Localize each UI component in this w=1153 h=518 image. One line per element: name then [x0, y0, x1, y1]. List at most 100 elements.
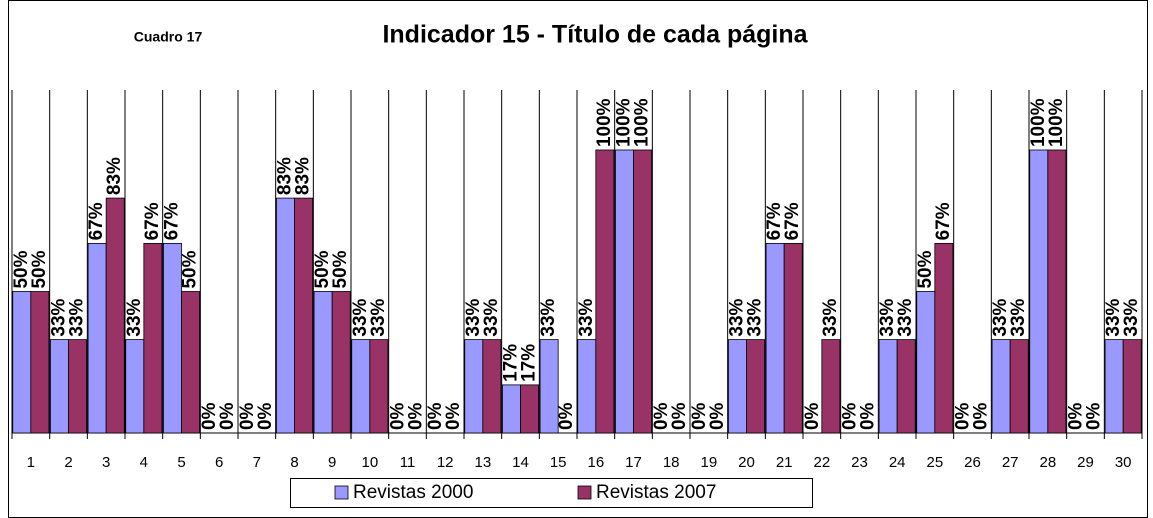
- data-label: 100%: [632, 98, 653, 147]
- data-label: 33%: [538, 298, 559, 336]
- x-tick-label: 27: [1002, 454, 1019, 471]
- data-label: 0%: [971, 402, 992, 430]
- bar: [12, 291, 32, 434]
- bar: [728, 339, 747, 434]
- bar: [765, 242, 785, 434]
- x-tick-label: 10: [361, 454, 378, 471]
- data-label: 33%: [67, 298, 88, 336]
- data-label: 0%: [651, 402, 672, 430]
- bar: [87, 242, 107, 434]
- bar: [1104, 339, 1124, 434]
- legend-swatch: [577, 485, 592, 500]
- bar: [595, 149, 615, 434]
- x-tick-label: 3: [102, 454, 110, 471]
- x-tick-label: 9: [328, 454, 336, 471]
- x-tick-label: 25: [926, 454, 943, 471]
- data-label: 0%: [1065, 402, 1086, 430]
- bar: [369, 339, 389, 434]
- data-label: 33%: [1103, 298, 1124, 336]
- bar: [482, 339, 502, 434]
- data-label: 67%: [933, 202, 954, 240]
- data-label: 33%: [368, 298, 389, 336]
- data-label: 33%: [124, 298, 145, 336]
- bar: [991, 339, 1011, 434]
- data-label: 83%: [274, 157, 295, 195]
- data-label: 50%: [11, 250, 32, 288]
- bar: [934, 242, 954, 434]
- x-tick-label: 29: [1077, 454, 1094, 471]
- data-label: 0%: [237, 402, 258, 430]
- x-tick-label: 28: [1039, 454, 1056, 471]
- data-label: 67%: [764, 202, 785, 240]
- bar: [276, 197, 295, 434]
- data-label: 100%: [613, 98, 634, 147]
- x-tick-label: 13: [474, 454, 491, 471]
- x-tick-label: 20: [738, 454, 755, 471]
- bar: [464, 339, 484, 434]
- data-label: 100%: [1028, 98, 1049, 147]
- x-tick-label: 14: [512, 454, 529, 471]
- data-label: 50%: [312, 250, 333, 288]
- data-label: 0%: [199, 402, 220, 430]
- data-label: 0%: [255, 402, 276, 430]
- bar: [351, 339, 371, 434]
- legend-label: Revistas 2007: [596, 482, 716, 503]
- data-label: 33%: [350, 298, 371, 336]
- bar: [50, 339, 69, 434]
- bar: [125, 339, 145, 434]
- data-label: 0%: [952, 402, 973, 430]
- bar: [539, 339, 559, 434]
- x-tick-label: 1: [27, 454, 35, 471]
- data-label: 17%: [519, 344, 540, 382]
- bar: [878, 339, 898, 434]
- x-tick-label: 24: [889, 454, 906, 471]
- x-tick-label: 23: [851, 454, 868, 471]
- data-label: 0%: [669, 402, 690, 430]
- data-label: 100%: [1046, 98, 1067, 147]
- data-label: 0%: [443, 402, 464, 430]
- data-label: 33%: [1008, 298, 1029, 336]
- data-label: 83%: [293, 157, 314, 195]
- bar: [1047, 149, 1067, 434]
- data-label: 33%: [48, 298, 69, 336]
- x-tick-label: 11: [400, 454, 416, 471]
- bar: [783, 242, 803, 434]
- data-label: 33%: [745, 298, 766, 336]
- bar: [821, 339, 841, 434]
- data-label: 67%: [142, 202, 163, 240]
- data-label: 0%: [217, 402, 238, 430]
- data-label: 0%: [839, 402, 860, 430]
- bar: [294, 197, 313, 434]
- x-tick-label: 21: [776, 454, 793, 471]
- x-tick-label: 7: [253, 454, 261, 471]
- data-label: 67%: [161, 202, 182, 240]
- x-tick-label: 16: [587, 454, 604, 471]
- bar: [1122, 339, 1142, 434]
- bar: [633, 149, 652, 434]
- bar: [1009, 339, 1029, 434]
- bar: [916, 291, 936, 434]
- data-label: 67%: [86, 202, 107, 240]
- x-tick-label: 17: [625, 454, 642, 471]
- bar: [502, 384, 521, 434]
- bar: [331, 291, 351, 434]
- data-label: 33%: [895, 298, 916, 336]
- chart-subtitle: Cuadro 17: [134, 29, 203, 45]
- data-label: 0%: [858, 402, 879, 430]
- data-label: 100%: [594, 98, 615, 147]
- data-label: 33%: [990, 298, 1011, 336]
- legend-label: Revistas 2000: [353, 482, 473, 503]
- data-label: 0%: [689, 402, 710, 430]
- x-tick-label: 15: [550, 454, 567, 471]
- data-label: 33%: [1121, 298, 1142, 336]
- data-label: 33%: [820, 298, 841, 336]
- bar: [181, 291, 200, 434]
- bar: [30, 291, 50, 434]
- data-label: 33%: [877, 298, 898, 336]
- bar: [105, 197, 125, 434]
- data-label: 67%: [782, 202, 803, 240]
- data-label: 0%: [556, 402, 577, 430]
- chart-title: Indicador 15 - Título de cada página: [382, 21, 808, 49]
- bar: [896, 339, 916, 434]
- bar: [577, 339, 597, 434]
